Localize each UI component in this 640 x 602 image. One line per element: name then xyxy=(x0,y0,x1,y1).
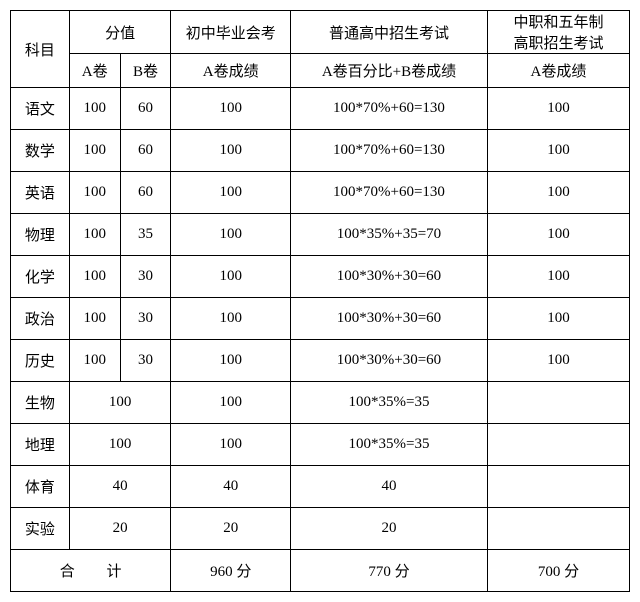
cell-subject: 地理 xyxy=(11,424,70,466)
cell-subject: 化学 xyxy=(11,256,70,298)
table-row: 政治 100 30 100 100*30%+30=60 100 xyxy=(11,298,630,340)
cell-grad: 100 xyxy=(171,382,291,424)
table-row: 物理 100 35 100 100*35%+35=70 100 xyxy=(11,214,630,256)
hdr-paper-a: A卷 xyxy=(69,54,120,88)
cell-voc: 100 xyxy=(487,214,629,256)
table-row: 英语 100 60 100 100*70%+60=130 100 xyxy=(11,172,630,214)
header-row-1: 科目 分值 初中毕业会考 普通高中招生考试 中职和五年制 高职招生考试 xyxy=(11,11,630,54)
total-grad: 960 分 xyxy=(171,550,291,592)
cell-grad: 100 xyxy=(171,298,291,340)
cell-grad: 100 xyxy=(171,424,291,466)
cell-hs: 100*30%+30=60 xyxy=(291,340,488,382)
cell-b: 35 xyxy=(120,214,171,256)
cell-subject: 实验 xyxy=(11,508,70,550)
cell-score-merged: 100 xyxy=(69,382,170,424)
cell-subject: 数学 xyxy=(11,130,70,172)
cell-a: 100 xyxy=(69,172,120,214)
header-row-2: A卷 B卷 A卷成绩 A卷百分比+B卷成绩 A卷成绩 xyxy=(11,54,630,88)
cell-subject: 语文 xyxy=(11,88,70,130)
cell-voc: 100 xyxy=(487,130,629,172)
cell-score-merged: 100 xyxy=(69,424,170,466)
cell-subject: 体育 xyxy=(11,466,70,508)
hdr-hs-formula: A卷百分比+B卷成绩 xyxy=(291,54,488,88)
cell-grad: 100 xyxy=(171,256,291,298)
cell-voc: 100 xyxy=(487,256,629,298)
cell-b: 60 xyxy=(120,172,171,214)
cell-voc xyxy=(487,508,629,550)
cell-score-merged: 20 xyxy=(69,508,170,550)
score-table: 科目 分值 初中毕业会考 普通高中招生考试 中职和五年制 高职招生考试 A卷 B… xyxy=(10,10,630,592)
cell-voc xyxy=(487,466,629,508)
cell-voc: 100 xyxy=(487,172,629,214)
total-hs: 770 分 xyxy=(291,550,488,592)
cell-subject: 政治 xyxy=(11,298,70,340)
hdr-voc-line1: 中职和五年制 xyxy=(488,11,629,32)
table-row: 实验 20 20 20 xyxy=(11,508,630,550)
hdr-subject: 科目 xyxy=(11,11,70,88)
cell-b: 30 xyxy=(120,256,171,298)
total-row: 合 计 960 分 770 分 700 分 xyxy=(11,550,630,592)
cell-grad: 100 xyxy=(171,130,291,172)
hdr-grad-a: A卷成绩 xyxy=(171,54,291,88)
hdr-voc-line2: 高职招生考试 xyxy=(488,32,629,53)
cell-b: 60 xyxy=(120,130,171,172)
hdr-paper-b: B卷 xyxy=(120,54,171,88)
cell-a: 100 xyxy=(69,298,120,340)
hdr-score: 分值 xyxy=(69,11,170,54)
cell-score-merged: 40 xyxy=(69,466,170,508)
hdr-voc-entrance: 中职和五年制 高职招生考试 xyxy=(487,11,629,54)
cell-voc: 100 xyxy=(487,298,629,340)
cell-voc xyxy=(487,382,629,424)
hdr-voc-a: A卷成绩 xyxy=(487,54,629,88)
hdr-grad-exam: 初中毕业会考 xyxy=(171,11,291,54)
cell-b: 60 xyxy=(120,88,171,130)
table-row: 数学 100 60 100 100*70%+60=130 100 xyxy=(11,130,630,172)
cell-grad: 100 xyxy=(171,214,291,256)
cell-subject: 历史 xyxy=(11,340,70,382)
cell-hs: 100*30%+30=60 xyxy=(291,298,488,340)
cell-hs: 100*35%=35 xyxy=(291,382,488,424)
total-label: 合 计 xyxy=(11,550,171,592)
cell-hs: 100*70%+60=130 xyxy=(291,172,488,214)
cell-hs: 20 xyxy=(291,508,488,550)
table-row: 体育 40 40 40 xyxy=(11,466,630,508)
total-voc: 700 分 xyxy=(487,550,629,592)
cell-voc: 100 xyxy=(487,88,629,130)
cell-a: 100 xyxy=(69,130,120,172)
cell-subject: 英语 xyxy=(11,172,70,214)
cell-grad: 20 xyxy=(171,508,291,550)
cell-hs: 100*35%=35 xyxy=(291,424,488,466)
cell-a: 100 xyxy=(69,214,120,256)
table-row: 地理 100 100 100*35%=35 xyxy=(11,424,630,466)
cell-hs: 100*35%+35=70 xyxy=(291,214,488,256)
table-row: 化学 100 30 100 100*30%+30=60 100 xyxy=(11,256,630,298)
cell-grad: 100 xyxy=(171,340,291,382)
cell-a: 100 xyxy=(69,88,120,130)
cell-b: 30 xyxy=(120,340,171,382)
table-row: 语文 100 60 100 100*70%+60=130 100 xyxy=(11,88,630,130)
cell-grad: 100 xyxy=(171,172,291,214)
cell-voc xyxy=(487,424,629,466)
cell-hs: 100*70%+60=130 xyxy=(291,88,488,130)
hdr-hs-entrance: 普通高中招生考试 xyxy=(291,11,488,54)
cell-subject: 物理 xyxy=(11,214,70,256)
cell-subject: 生物 xyxy=(11,382,70,424)
cell-a: 100 xyxy=(69,340,120,382)
cell-a: 100 xyxy=(69,256,120,298)
cell-b: 30 xyxy=(120,298,171,340)
cell-hs: 40 xyxy=(291,466,488,508)
cell-voc: 100 xyxy=(487,340,629,382)
cell-hs: 100*70%+60=130 xyxy=(291,130,488,172)
cell-grad: 100 xyxy=(171,88,291,130)
cell-grad: 40 xyxy=(171,466,291,508)
table-row: 历史 100 30 100 100*30%+30=60 100 xyxy=(11,340,630,382)
cell-hs: 100*30%+30=60 xyxy=(291,256,488,298)
table-row: 生物 100 100 100*35%=35 xyxy=(11,382,630,424)
